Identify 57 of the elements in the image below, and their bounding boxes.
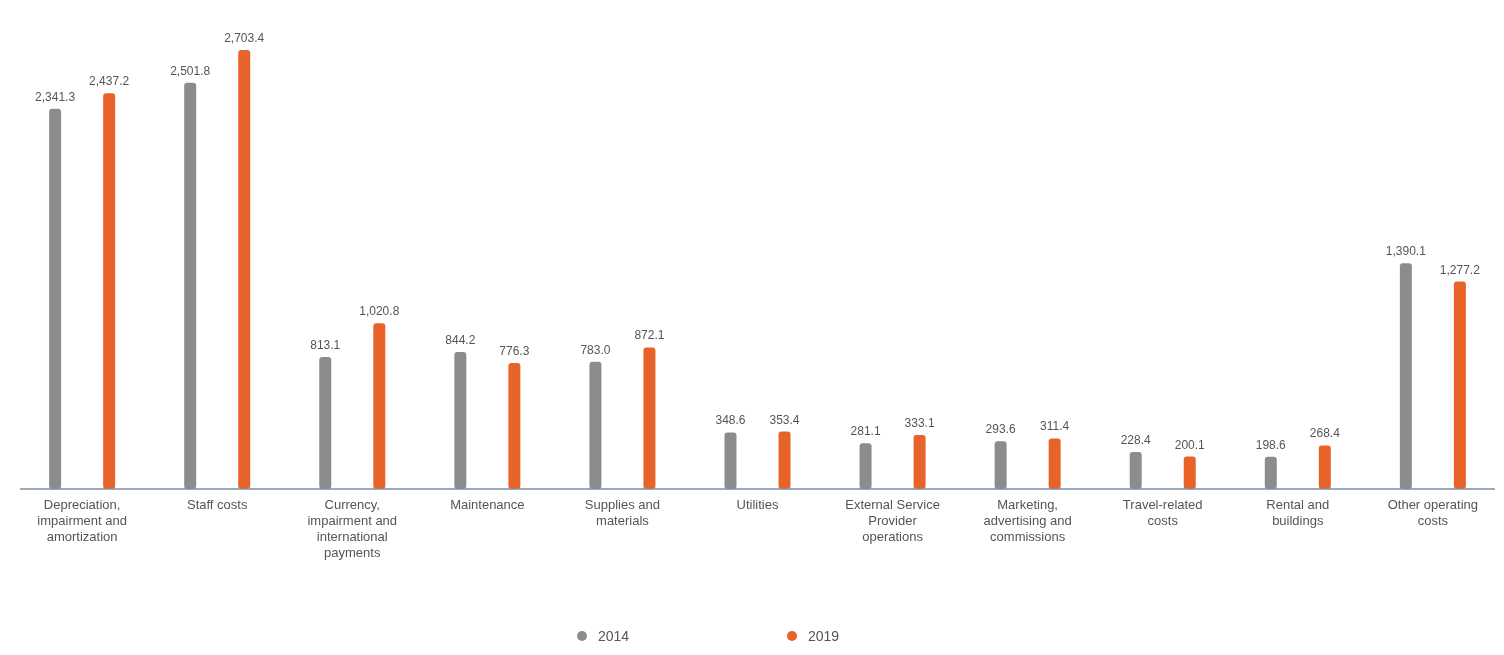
bar bbox=[1453, 281, 1466, 489]
data-label: 268.4 bbox=[1309, 426, 1341, 441]
bar bbox=[508, 362, 521, 489]
bar bbox=[238, 50, 251, 489]
data-label: 844.2 bbox=[445, 332, 476, 347]
data-label: 281.1 bbox=[850, 424, 881, 439]
data-label: 333.1 bbox=[904, 415, 935, 430]
data-label: 293.6 bbox=[985, 422, 1016, 437]
bar bbox=[859, 443, 872, 489]
x-tick-label: Marketing, advertising and commissions bbox=[983, 497, 1072, 544]
bar bbox=[1048, 438, 1061, 489]
data-label: 2,501.8 bbox=[170, 63, 211, 78]
x-tick-label: Supplies and materials bbox=[584, 497, 661, 528]
bar bbox=[913, 434, 926, 489]
x-tick-label: Depreciation, impairment and amortization bbox=[37, 497, 127, 544]
data-label: 348.6 bbox=[715, 413, 746, 428]
legend-label: 2019 bbox=[808, 628, 840, 644]
bar bbox=[1318, 445, 1331, 489]
x-tick-label: Currency, impairment and international payments bbox=[307, 497, 398, 560]
bar bbox=[994, 441, 1007, 489]
data-label: 2,341.3 bbox=[35, 89, 76, 104]
bar bbox=[724, 432, 737, 489]
bar bbox=[643, 347, 656, 489]
data-label: 1,277.2 bbox=[1439, 262, 1481, 277]
bar bbox=[589, 361, 602, 489]
x-tick-label: Travel-related costs bbox=[1122, 497, 1203, 528]
data-label: 311.4 bbox=[1040, 419, 1070, 434]
data-label: 228.4 bbox=[1120, 432, 1152, 447]
bar bbox=[1399, 263, 1412, 489]
x-tick-label: Maintenance bbox=[450, 497, 525, 512]
bar bbox=[103, 93, 116, 489]
data-label: 783.0 bbox=[580, 342, 611, 357]
data-label: 200.1 bbox=[1174, 437, 1206, 452]
data-label: 2,437.2 bbox=[89, 74, 130, 89]
bar bbox=[184, 82, 197, 489]
data-label: 1,020.8 bbox=[359, 304, 400, 319]
data-label: 198.6 bbox=[1255, 437, 1287, 452]
data-label: 872.1 bbox=[634, 328, 665, 343]
data-label: 2,703.4 bbox=[224, 31, 265, 45]
bar bbox=[1183, 456, 1196, 489]
bar bbox=[49, 108, 62, 489]
x-tick-label: External Service Provider operations bbox=[845, 497, 940, 544]
data-label: 813.1 bbox=[310, 337, 341, 352]
bar bbox=[1264, 456, 1277, 489]
x-tick-label: Other operating costs bbox=[1387, 497, 1479, 528]
x-tick-label: Utilities bbox=[736, 497, 779, 512]
data-label: 353.4 bbox=[769, 412, 800, 427]
data-label: 776.3 bbox=[499, 343, 530, 358]
bar bbox=[778, 431, 791, 489]
bar bbox=[373, 323, 386, 489]
bar bbox=[1129, 451, 1142, 489]
bar bbox=[454, 351, 467, 489]
bar bbox=[319, 356, 332, 489]
legend-label: 2014 bbox=[598, 628, 630, 644]
x-tick-label: Rental and buildings bbox=[1266, 497, 1330, 528]
data-label: 1,390.1 bbox=[1385, 244, 1427, 259]
x-tick-label: Staff costs bbox=[186, 497, 248, 512]
